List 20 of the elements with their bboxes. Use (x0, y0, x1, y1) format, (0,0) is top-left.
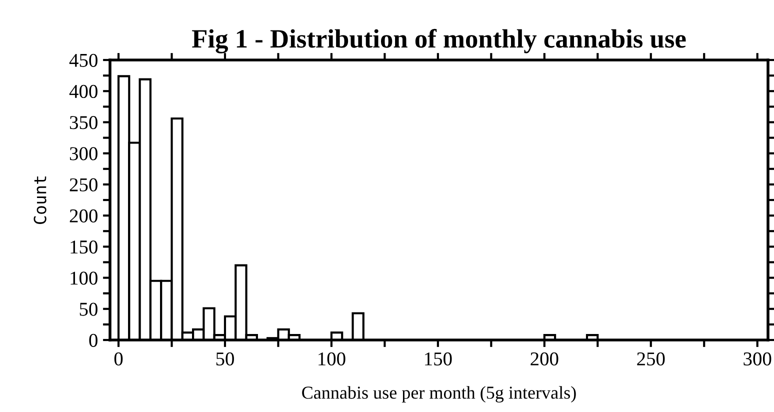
y-tick-label: 100 (70, 272, 98, 285)
x-tick-label: 50 (216, 352, 234, 366)
chart-title: Fig 1 - Distribution of monthly cannabis use (192, 28, 686, 54)
x-tick-label: 300 (744, 352, 772, 366)
x-tick-label: 100 (318, 352, 346, 366)
x-tick-label: 0 (114, 352, 123, 366)
y-tick-label: 250 (70, 178, 98, 192)
x-tick-label: 200 (530, 352, 558, 366)
y-tick-label: 200 (70, 209, 98, 222)
y-tick-label: 350 (70, 116, 98, 130)
y-tick-label: 450 (69, 54, 98, 67)
y-tick-label: 400 (69, 84, 98, 98)
y-tick-label: 150 (70, 240, 98, 254)
y-tick-label: 0 (89, 334, 98, 347)
y-tick-label: 50 (80, 302, 98, 316)
y-tick-label: 300 (70, 147, 98, 160)
x-axis-title: Cannabis use per month (5g intervals) (302, 386, 576, 403)
x-tick-label: 250 (637, 352, 665, 366)
y-axis-title: Count (34, 176, 46, 224)
x-tick-label: 150 (425, 352, 452, 366)
